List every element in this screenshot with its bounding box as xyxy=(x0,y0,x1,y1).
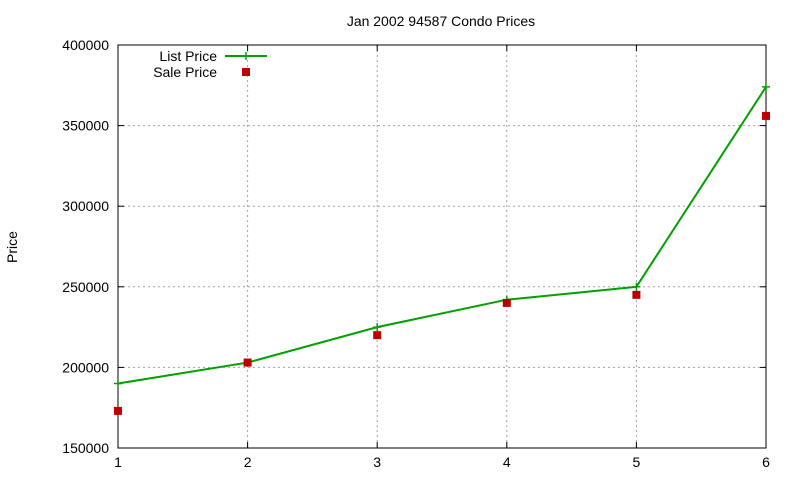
legend-marker-square xyxy=(242,68,250,76)
legend-item-1: Sale Price xyxy=(153,64,250,80)
x-tick-label: 2 xyxy=(244,454,252,470)
data-point-square xyxy=(502,298,511,307)
data-point-square xyxy=(373,331,382,340)
plot-frame xyxy=(117,44,767,449)
y-tick-label: 400000 xyxy=(62,37,109,53)
x-tick-label: 5 xyxy=(633,454,641,470)
data-point-square xyxy=(114,406,122,415)
data-point-square xyxy=(632,290,641,299)
data-point-plus xyxy=(762,82,770,91)
x-tick-label: 1 xyxy=(114,454,122,470)
data-point-square xyxy=(762,111,770,120)
x-tick-label: 4 xyxy=(503,454,511,470)
data-point-square xyxy=(243,358,252,367)
chart-title: Jan 2002 94587 Condo Prices xyxy=(347,13,535,29)
y-axis-title: Price xyxy=(4,231,20,263)
legend-label: Sale Price xyxy=(153,64,217,80)
y-tick-label: 200000 xyxy=(62,359,109,375)
legend-item-0: List Price xyxy=(159,48,267,64)
x-tick-label: 6 xyxy=(762,454,770,470)
data-point-plus xyxy=(373,323,382,332)
data-point-plus xyxy=(632,282,641,291)
grid-lines xyxy=(118,45,766,448)
series-line xyxy=(117,86,767,385)
data-point-plus xyxy=(114,379,122,388)
series-layer xyxy=(114,82,770,415)
series-1 xyxy=(114,111,770,415)
axis-ticks: 1 2 3 4 5 6 150000 200000 250000 300000 350000 4000… xyxy=(62,37,770,470)
series-0 xyxy=(114,82,770,388)
y-tick-label: 150000 xyxy=(62,440,109,456)
y-tick-label: 350000 xyxy=(62,118,109,134)
y-tick-label: 250000 xyxy=(62,279,109,295)
legend-label: List Price xyxy=(159,48,217,64)
y-tick-label: 300000 xyxy=(62,198,109,214)
legend-marker-plus xyxy=(242,52,250,60)
x-tick-label: 3 xyxy=(373,454,381,470)
